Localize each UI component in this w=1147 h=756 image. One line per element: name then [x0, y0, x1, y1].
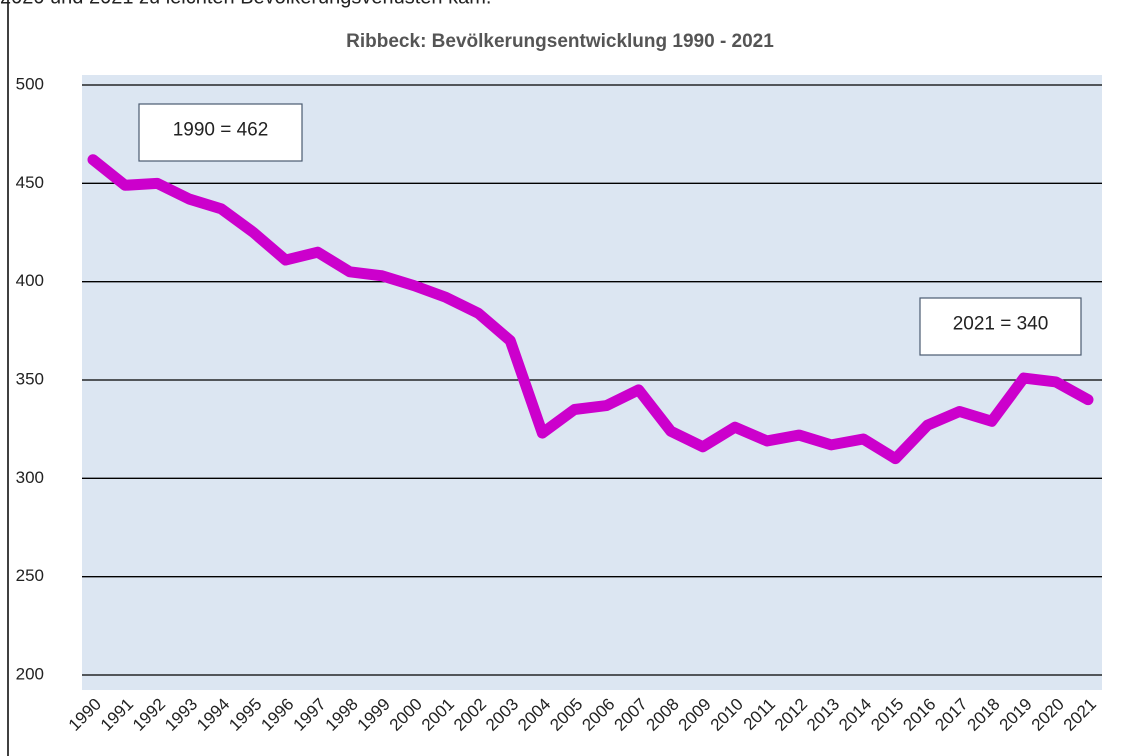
- x-tick-label: 2000: [386, 695, 426, 735]
- y-tick-label: 300: [16, 468, 44, 487]
- x-tick-label: 2004: [514, 695, 554, 735]
- x-tick-label: 2003: [482, 695, 522, 735]
- annotation: 1990 = 462: [173, 120, 269, 141]
- x-tick-label: 2011: [740, 695, 779, 734]
- x-tick-label: 2017: [931, 695, 971, 735]
- x-tick-label: 2013: [803, 695, 843, 735]
- x-tick-label: 2021: [1060, 695, 1100, 735]
- y-tick-label: 250: [16, 566, 44, 585]
- x-tick-label: 2019: [996, 695, 1036, 735]
- y-tick-label: 200: [16, 664, 44, 683]
- x-tick-label: 2014: [835, 695, 875, 735]
- x-tick-label: 2015: [867, 695, 907, 735]
- annotation-box: [138, 103, 303, 162]
- x-tick-label: 2008: [643, 695, 683, 735]
- x-tick-label: 2009: [675, 695, 715, 735]
- x-tick-label: 2006: [578, 695, 618, 735]
- x-tick-label: 1996: [257, 695, 297, 735]
- x-tick-label: 1992: [129, 695, 169, 735]
- x-tick-label: 2012: [771, 695, 811, 735]
- x-tick-label: 1998: [322, 695, 362, 735]
- y-tick-label: 450: [16, 173, 44, 192]
- x-tick-label: 1994: [193, 695, 233, 735]
- chart-title: Ribbeck: Bevölkerungsentwicklung 1990 - …: [346, 31, 774, 52]
- x-tick-label: 1990: [65, 695, 105, 735]
- x-tick-label: 2001: [418, 695, 458, 735]
- x-tick-label: 1993: [161, 695, 201, 735]
- x-tick-label: 2002: [450, 695, 490, 735]
- x-tick-label: 2010: [707, 695, 747, 735]
- plot-area: [82, 75, 1102, 690]
- x-tick-label: 2016: [899, 695, 939, 735]
- x-tick-label: 2007: [610, 695, 650, 735]
- y-tick-label: 350: [16, 369, 44, 388]
- data-line: [87, 154, 1094, 465]
- header-text: 2020 und 2021 zu leichten Bevölkerungsve…: [0, 0, 491, 8]
- annotation: 2021 = 340: [953, 314, 1049, 335]
- x-tick-label: 2005: [546, 695, 586, 735]
- x-tick-label: 1997: [289, 695, 329, 735]
- x-tick-label: 1999: [354, 695, 394, 735]
- x-tick-label: 1995: [225, 695, 265, 735]
- x-tick-label: 1991: [97, 695, 137, 735]
- x-tick-label: 2020: [1028, 695, 1068, 735]
- annotation-box: [919, 297, 1082, 356]
- y-tick-label: 400: [16, 271, 44, 290]
- x-tick-label: 2018: [964, 695, 1004, 735]
- y-tick-label: 500: [16, 74, 44, 93]
